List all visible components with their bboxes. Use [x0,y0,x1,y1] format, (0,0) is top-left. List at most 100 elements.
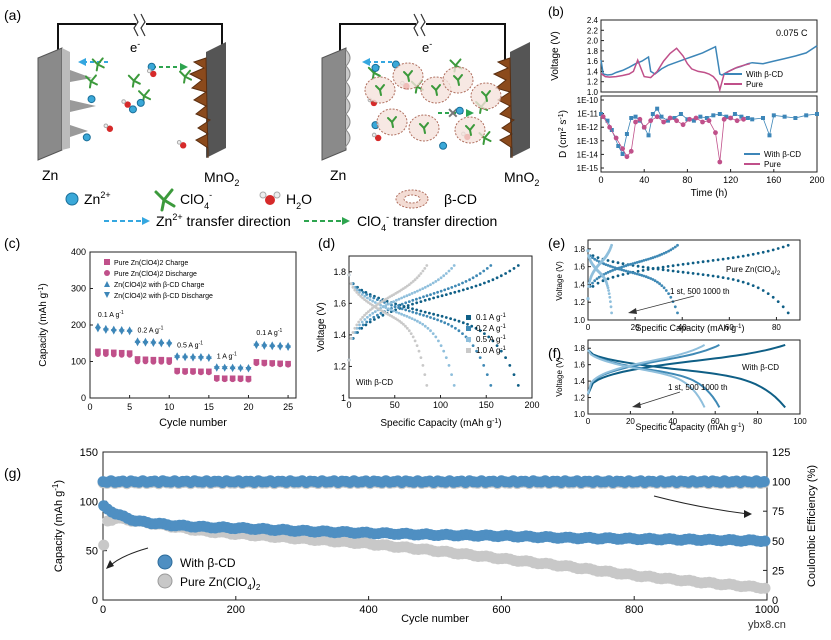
d-point-2 [400,296,403,300]
d-series [347,264,520,387]
e-point-0 [736,255,740,259]
d-point-3 [425,264,429,267]
d-point-1 [383,301,386,304]
e-point-0 [616,261,620,265]
f-xtick-label: 60 [711,417,720,426]
d-point-0 [499,274,503,278]
d-point-2 [387,307,390,311]
d-point-2 [447,364,451,367]
b-voltage-line-bcd [600,45,818,76]
d-point-2 [381,305,385,308]
zn-ion [147,62,156,71]
c-legend-marker-2 [104,281,110,287]
d-point-2 [363,318,367,321]
clo4-ion-icon [154,188,176,212]
d-point-1 [372,315,376,319]
d-point-2 [358,323,361,327]
d-legend-0: 0.1 A g-1 [476,313,506,322]
d-point-1 [361,323,365,327]
d-point-3 [415,276,419,280]
d-point-2 [452,264,456,267]
d-point-2 [429,283,432,286]
f-ytick-label: 1.2 [574,394,586,403]
e-xtick-label: 40 [678,323,687,332]
e-point-1 [611,265,614,269]
d-point-3 [367,310,370,313]
d-point-1 [376,313,379,317]
e-point-0 [686,271,690,275]
e-point-1 [597,275,601,279]
d-point-0 [415,308,419,312]
d-point-1 [415,311,418,315]
encapsulated-clo4 [419,122,429,134]
d-point-0 [516,264,520,267]
e-point-0 [766,292,770,295]
d-point-2 [437,278,440,282]
d-point-3 [417,349,421,353]
d-point-0 [360,326,364,330]
d-point-3 [423,267,427,270]
e-point-0 [596,281,600,285]
d-point-3 [365,311,368,315]
panel-letter-g: (g) [4,465,21,481]
g-xtick-label: 1000 [755,604,779,616]
e-point-0 [781,305,785,309]
b-top-ytick-label: 1.6 [587,57,599,66]
c-point-bcd-discharge [197,356,204,362]
f-note: With β-CD [742,363,779,372]
c-legend-marker-0 [104,259,110,265]
e-point-1 [635,261,639,264]
b-bottom-yticks: 1E-10 1E-11 1E-12 1E-13 1E-14 1E-15 [577,96,604,173]
e-point-1 [593,279,597,283]
d-point-2 [405,314,409,318]
c-point-bcd-discharge [245,367,252,373]
right-anode-label: Zn [330,167,346,183]
d-point-0 [466,287,469,290]
e-point-0 [641,265,645,269]
e-point-1 [649,257,653,260]
e-point-0 [736,279,740,283]
c-point-pure-discharge [166,359,173,366]
c-point-bcd-discharge [94,326,101,333]
right-cathode-label: MnO2 [504,169,539,188]
c-point-pure-discharge [206,369,212,376]
right-zn-smooth-layer [345,49,351,148]
d-xtick-label: 50 [390,400,400,410]
d-point-3 [355,323,359,327]
e-point-1 [629,262,632,266]
b-diffusion-point-pure [600,114,606,120]
e-point-0 [691,272,695,275]
b2-legend-pure: Pure [764,160,781,169]
d-point-0 [491,339,495,343]
e-point-0 [681,262,685,266]
e-annotation-arrowhead [628,308,637,314]
e-point-0 [681,270,685,274]
d-point-3 [361,315,364,319]
clo4-transfer-legend-arrowhead [342,217,350,225]
e-point-1 [656,254,659,258]
d-point-3 [359,318,363,321]
d-point-2 [371,311,375,315]
c-legend-marker-3 [104,292,110,298]
d-point-3 [417,274,421,278]
encapsulated-clo4 [465,124,475,136]
d-point-3 [407,283,411,286]
g-y2tick-label: 25 [772,565,784,577]
g-xtick-label: 0 [100,604,106,616]
e-point-1 [658,282,661,286]
right-mno2-backplate [510,42,530,158]
e-point-0 [606,259,610,262]
g-left-axis-arrowhead [106,560,114,569]
d-point-3 [419,272,423,275]
e-point-2 [587,281,591,285]
d-point-3 [398,319,401,323]
d-point-0 [478,329,482,333]
g-xtick-label: 800 [625,604,643,616]
panel-f: (f) 1.0 1.2 1.4 1.6 1.8 0 20 40 60 80 100 Voltage … [548,339,807,432]
e-point-1 [644,258,648,262]
e-point-1 [593,257,597,261]
left-dendrite-1 [70,70,92,82]
c-point-bcd-discharge [142,341,149,347]
d-point-2 [379,303,382,307]
c-point-bcd-discharge [269,344,276,351]
